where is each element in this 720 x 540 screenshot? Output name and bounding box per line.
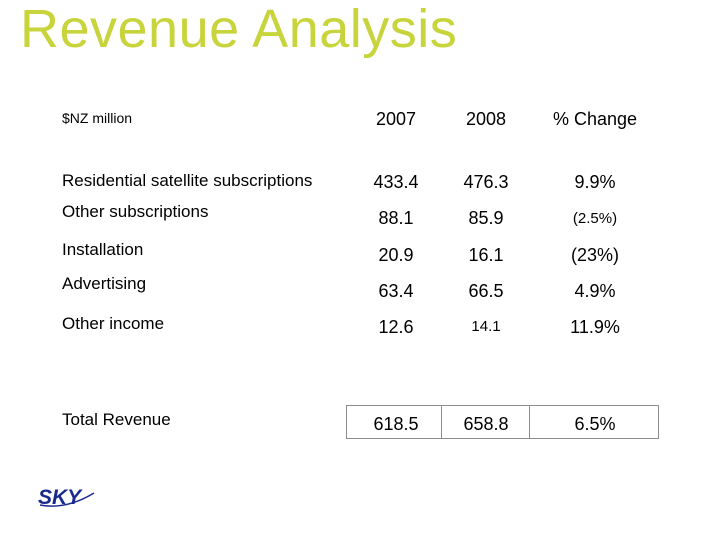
row-label: Residential satellite subscriptions: [62, 171, 313, 190]
row-2007-value: 63.4: [378, 281, 414, 301]
row-2008-value: 14.1: [471, 318, 501, 335]
total-divider: [529, 406, 530, 438]
row-label: Other subscriptions: [62, 202, 209, 221]
logo-text: SKY: [38, 486, 83, 508]
sky-logo-icon: SKY: [38, 486, 95, 508]
row-change-value: (2.5%): [572, 210, 618, 227]
row-change-value: (23%): [570, 245, 619, 265]
row-change-value: 9.9%: [574, 172, 616, 192]
row-2007-value: 12.6: [378, 317, 414, 337]
header-2008: 2008: [465, 109, 507, 129]
row-2008-value: 85.9: [468, 208, 504, 228]
header-change: % Change: [552, 109, 638, 129]
row-change-value: 4.9%: [574, 281, 616, 301]
header-2007: 2007: [375, 109, 417, 129]
total-box: [346, 405, 659, 439]
page-title: Revenue Analysis: [20, 0, 458, 59]
row-2007-value: 433.4: [373, 172, 419, 192]
row-label: Advertising: [62, 274, 147, 293]
row-2008-value: 16.1: [468, 245, 504, 265]
row-label: Installation: [62, 240, 144, 259]
row-2008-value: 66.5: [468, 281, 504, 301]
row-2007-value: 88.1: [378, 208, 414, 228]
row-2007-value: 20.9: [378, 245, 414, 265]
total-2008-value: 658.8: [463, 414, 509, 434]
total-2007-value: 618.5: [373, 414, 419, 434]
row-2008-value: 476.3: [463, 172, 509, 192]
total-label: Total Revenue: [62, 410, 171, 429]
row-change-value: 11.9%: [570, 317, 620, 337]
row-label: Other income: [62, 314, 165, 333]
total-divider: [441, 406, 442, 438]
total-change-value: 6.5%: [574, 414, 616, 434]
unit-label: $NZ million: [62, 110, 133, 126]
